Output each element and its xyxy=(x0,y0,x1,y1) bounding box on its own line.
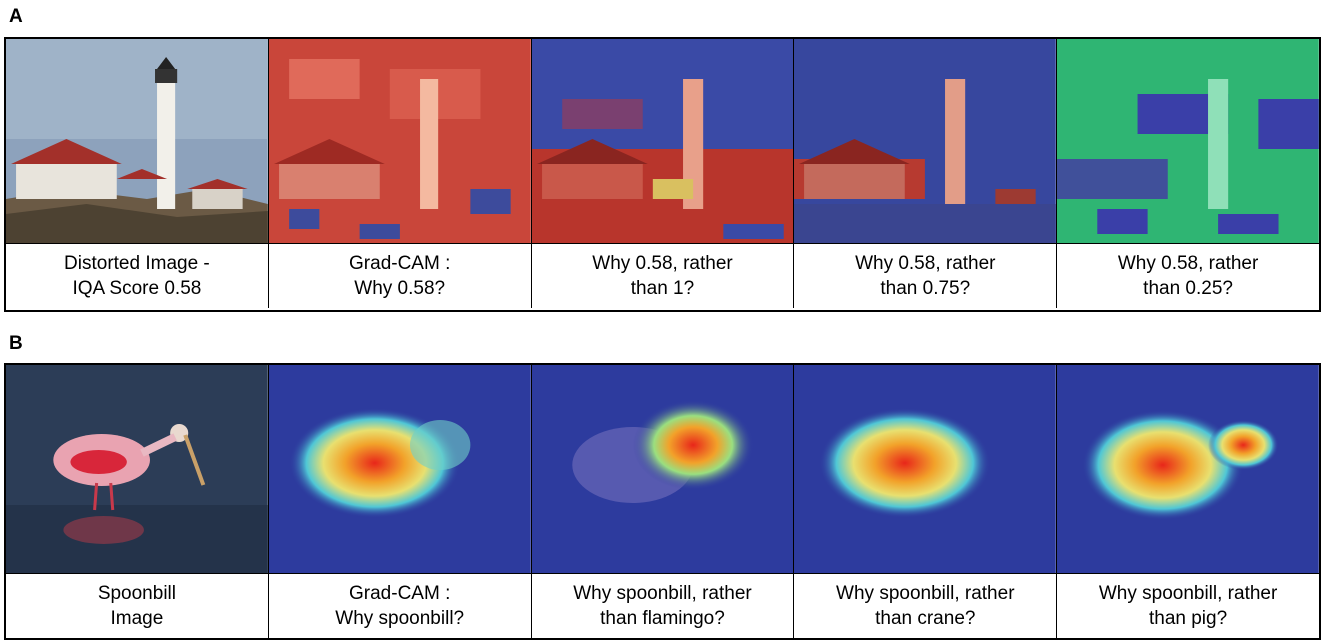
caption-b-4: Why spoonbill, rather than crane? xyxy=(794,574,1058,638)
lighthouse-contrast-1 xyxy=(531,39,795,243)
caption-a-1: Distorted Image - IQA Score 0.58 xyxy=(6,244,269,308)
lighthouse-photo xyxy=(6,39,269,243)
lighthouse-contrast-0.75 xyxy=(794,39,1058,243)
spoonbill-photo xyxy=(6,365,269,573)
lighthouse-contrast-0.25 xyxy=(1057,39,1319,243)
caption-b-1: Spoonbill Image xyxy=(6,574,269,638)
spoonbill-contrast-crane xyxy=(794,365,1058,573)
caption-b-2: Grad-CAM : Why spoonbill? xyxy=(269,574,532,638)
caption-a-4: Why 0.58, rather than 0.75? xyxy=(794,244,1058,308)
caption-a-2: Grad-CAM : Why 0.58? xyxy=(269,244,532,308)
spoonbill-contrast-pig xyxy=(1057,365,1319,573)
figure-panel-b: Spoonbill Image Grad-CAM : Why spoonbill… xyxy=(4,363,1321,640)
caption-a-3: Why 0.58, rather than 1? xyxy=(532,244,795,308)
caption-b-3: Why spoonbill, rather than flamingo? xyxy=(532,574,795,638)
panel-letter-b: B xyxy=(9,333,23,354)
lighthouse-gradcam xyxy=(268,39,532,243)
caption-row-b: Spoonbill Image Grad-CAM : Why spoonbill… xyxy=(6,574,1319,638)
image-row-b xyxy=(6,365,1319,574)
spoonbill-gradcam xyxy=(268,365,532,573)
caption-a-5: Why 0.58, rather than 0.25? xyxy=(1117,253,1259,299)
panel-letter-a: A xyxy=(9,6,23,27)
caption-b-5: Why spoonbill, rather than pig? xyxy=(1098,583,1278,629)
spoonbill-contrast-flamingo xyxy=(531,365,795,573)
image-row-a xyxy=(6,39,1319,244)
figure-panel-a: Distorted Image - IQA Score 0.58 Grad-CA… xyxy=(4,37,1321,312)
caption-row-a: Distorted Image - IQA Score 0.58 Grad-CA… xyxy=(6,244,1319,308)
